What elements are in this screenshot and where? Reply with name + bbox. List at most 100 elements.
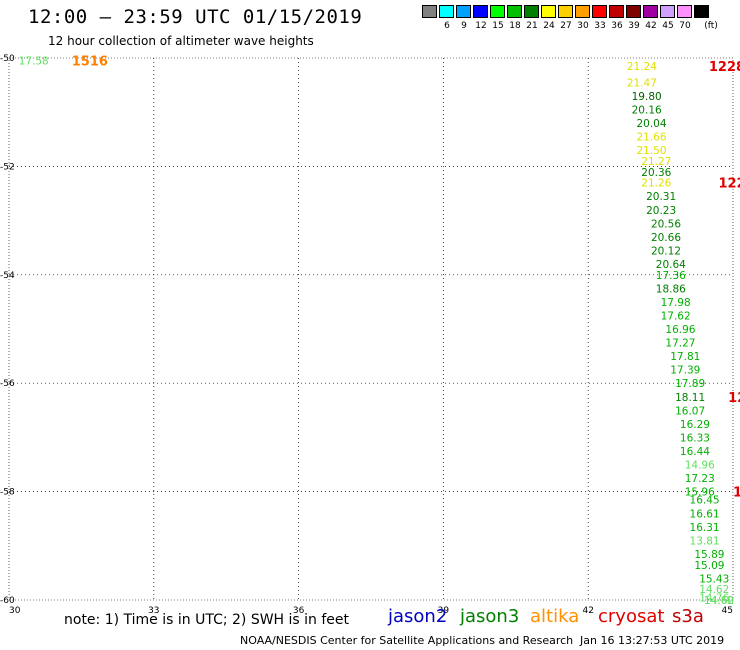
wave-height-label: 15.09	[694, 560, 724, 572]
wave-height-label: 17.62	[661, 310, 691, 322]
colorbar-swatch	[558, 5, 573, 18]
x-tick-label: 30	[9, 606, 21, 616]
colorbar-label: 9	[461, 21, 467, 31]
colorbar-swatch	[677, 5, 692, 18]
colorbar-label: 70	[679, 21, 691, 31]
wave-height-label: 21.47	[627, 77, 657, 89]
colorbar-swatch	[575, 5, 590, 18]
colorbar-label: 18	[509, 21, 521, 31]
wave-height-label: 20.64	[656, 259, 686, 271]
wave-height-label: 14.62	[699, 584, 729, 596]
colorbar-swatch	[609, 5, 624, 18]
x-tick-label: 42	[582, 606, 593, 616]
colorbar-label: 33	[594, 21, 606, 31]
x-tick-label: 39	[438, 606, 450, 616]
wave-height-label: 18.86	[656, 283, 686, 295]
colorbar-swatch	[592, 5, 607, 18]
wave-height-label: 20.66	[651, 232, 681, 244]
pass-time-label: 1227	[728, 391, 740, 406]
colorbar-label: 30	[577, 21, 589, 31]
legend-altika: altika	[530, 606, 580, 627]
wave-height-label: 15.89	[694, 549, 724, 561]
wave-height-label: 21.26	[641, 178, 671, 190]
wave-height-label: 20.16	[632, 104, 662, 116]
colorbar-label: 36	[611, 21, 623, 31]
colorbar-label: 42	[645, 21, 657, 31]
x-tick-label: 45	[722, 606, 733, 616]
wave-height-label: 16.31	[690, 522, 720, 534]
colorbar-swatch	[507, 5, 522, 18]
colorbar-label: 15	[492, 21, 504, 31]
legend-jason3: jason3	[460, 606, 520, 627]
wave-height-label: 17.23	[685, 473, 715, 485]
colorbar-label: 27	[560, 21, 572, 31]
wave-height-label: 13.81	[690, 535, 720, 547]
colorbar-swatch	[422, 5, 437, 18]
pass-time-label: 1228	[719, 177, 740, 192]
y-tick-label: -50	[0, 54, 15, 64]
wave-height-label: 20.56	[651, 218, 681, 230]
colorbar-swatch	[694, 5, 709, 18]
wave-height-label: 17.81	[670, 351, 700, 363]
wave-height-label: 17.39	[670, 365, 700, 377]
colorbar-swatch	[473, 5, 488, 18]
wave-height-label: 18.11	[675, 392, 705, 404]
wave-height-label: 20.23	[646, 205, 676, 217]
y-tick-label: -58	[0, 488, 15, 498]
y-tick-label: -60	[0, 596, 15, 606]
legend-cryosat: cryosat	[598, 606, 665, 627]
y-tick-label: -52	[0, 162, 15, 172]
colorbar-swatch	[524, 5, 539, 18]
pass-time-label: 12	[733, 486, 740, 501]
pass-time-label: 1516	[72, 55, 108, 70]
wave-height-label: 14.76	[699, 592, 729, 604]
wave-height-label: 16.07	[675, 405, 705, 417]
wave-height-label: 15.43	[699, 573, 729, 585]
wave-height-label: 16.44	[680, 446, 710, 458]
wave-height-label: 17.98	[661, 297, 691, 309]
wave-height-label: 20.12	[651, 245, 681, 257]
wave-height-label: 14.60	[704, 595, 734, 607]
legend-s3a: s3a	[672, 606, 704, 627]
wave-height-label: 15.96	[685, 487, 715, 499]
colorbar-swatch	[660, 5, 675, 18]
colorbar-swatch	[490, 5, 505, 18]
wave-height-label: 17.27	[665, 338, 695, 350]
colorbar-swatch	[541, 5, 556, 18]
y-tick-label: -56	[0, 379, 15, 389]
wave-height-label: 21.66	[636, 132, 666, 144]
colorbar-label: 45	[662, 21, 674, 31]
wave-height-label: 20.36	[641, 167, 671, 179]
wave-height-label: 20.31	[646, 191, 676, 203]
colorbar-label: 6	[444, 21, 450, 31]
colorbar-swatch	[439, 5, 454, 18]
wave-height-label: 16.96	[665, 324, 695, 336]
chart-subtitle: 12 hour collection of altimeter wave hei…	[48, 34, 314, 48]
wave-height-label: 21.27	[641, 156, 671, 168]
colorbar-swatch	[643, 5, 658, 18]
colorbar-unit: (ft)	[704, 21, 718, 31]
x-tick-label: 36	[293, 606, 305, 616]
wave-height-label: 14.96	[685, 460, 715, 472]
legend-jason2: jason2	[388, 606, 448, 627]
plot-frame	[8, 57, 734, 601]
wave-height-label: 17.58	[19, 56, 49, 68]
credit-text: NOAA/NESDIS Center for Satellite Applica…	[240, 634, 574, 647]
wave-height-label: 14.62	[704, 595, 734, 607]
wave-height-label: 16.29	[680, 419, 710, 431]
wave-height-label: 21.24	[627, 61, 657, 73]
wave-height-label: 20.04	[636, 118, 666, 130]
y-tick-label: -54	[0, 271, 15, 281]
chart-title: 12:00 – 23:59 UTC 01/15/2019	[28, 6, 363, 28]
colorbar-swatch	[456, 5, 471, 18]
wave-height-label: 16.45	[690, 495, 720, 507]
colorbar-swatch	[626, 5, 641, 18]
colorbar-label: 24	[543, 21, 555, 31]
pass-time-label: 1228	[709, 60, 740, 75]
colorbar-label: 39	[628, 21, 640, 31]
wave-height-label: 17.89	[675, 378, 705, 390]
wave-height-label: 19.80	[632, 91, 662, 103]
wave-height-label: 16.61	[690, 508, 720, 520]
x-tick-label: 33	[148, 606, 159, 616]
